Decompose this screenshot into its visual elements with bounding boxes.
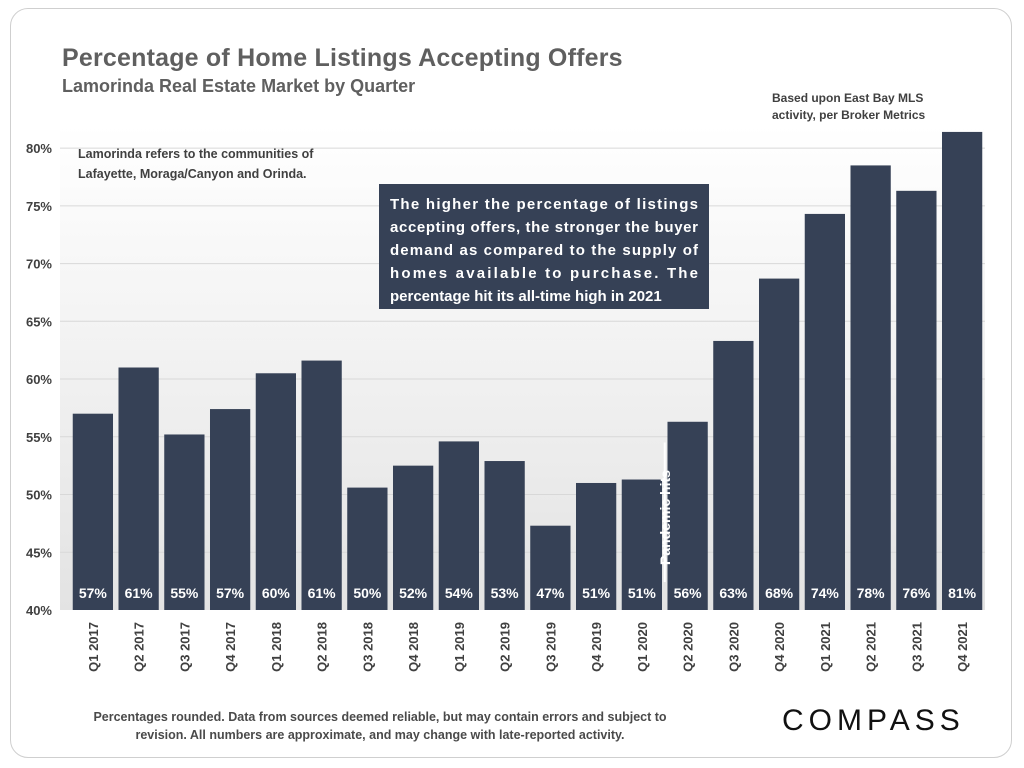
bar [301, 360, 342, 610]
x-axis: Q1 2017 Q2 2017 Q3 2017 Q4 2017 Q1 2018 Q2 20… [86, 622, 970, 672]
bar [438, 441, 480, 610]
callout-box: The higher the percentage of listings acc… [379, 184, 709, 309]
footnote-line: revision. All numbers are approximate, a… [135, 728, 625, 742]
x-tick-label: Q4 2021 [955, 622, 970, 672]
chart-title: Percentage of Home Listings Accepting Of… [62, 44, 623, 72]
bar [118, 367, 159, 610]
bar-value-label: 52% [399, 585, 428, 601]
source-note-line: activity, per Broker Metrics [772, 108, 926, 122]
source-note-line: Based upon East Bay MLS [772, 91, 924, 105]
bar [255, 373, 297, 610]
definition-line: Lamorinda refers to the communities of [78, 147, 314, 161]
bar-labels: 57% 61% 55% 57% 60% 61% 50% 52% 54% 53% 47% 51% 51% 5… [79, 585, 977, 601]
y-tick-label: 45% [26, 545, 52, 560]
bar-value-label: 51% [628, 585, 657, 601]
bar [621, 479, 663, 610]
bar-value-label: 57% [216, 585, 245, 601]
bar [667, 421, 708, 610]
bar [575, 482, 617, 610]
bar [347, 487, 388, 610]
x-tick-label: Q2 2018 [315, 622, 330, 672]
x-tick-label: Q3 2021 [909, 622, 924, 672]
callout-line: demand as compared to the supply of [390, 242, 699, 259]
bar-value-label: 74% [811, 585, 840, 601]
footnote-line: Percentages rounded. Data from sources d… [93, 710, 667, 724]
x-tick-label: Q1 2017 [86, 622, 101, 672]
x-tick-label: Q2 2020 [681, 622, 696, 672]
bar-value-label: 61% [308, 585, 337, 601]
y-tick-label: 40% [26, 603, 52, 618]
bar-value-label: 57% [79, 585, 108, 601]
callout-line: accepting offers, the stronger the buyer [390, 219, 698, 236]
bar-value-label: 53% [491, 585, 520, 601]
x-tick-label: Q1 2020 [635, 622, 650, 672]
x-tick-label: Q1 2021 [818, 622, 833, 672]
bar [530, 525, 571, 610]
y-tick-label: 55% [26, 430, 52, 445]
bar-value-label: 61% [125, 585, 154, 601]
bar [209, 409, 251, 610]
y-tick-label: 80% [26, 141, 52, 156]
bar-value-label: 81% [948, 585, 977, 601]
bar [484, 461, 525, 610]
x-tick-label: Q4 2017 [223, 622, 238, 672]
x-tick-label: Q2 2017 [132, 622, 147, 672]
callout-background [379, 184, 709, 309]
bar-value-label: 56% [674, 585, 703, 601]
pandemic-label: Pandemic hits [657, 470, 673, 565]
x-tick-label: Q3 2020 [726, 622, 741, 672]
bar-value-label: 68% [765, 585, 794, 601]
x-tick-label: Q3 2019 [543, 622, 558, 672]
bar [896, 190, 937, 611]
callout-line: percentage hit its all-time high in 2021 [390, 288, 662, 305]
bar-value-label: 55% [170, 585, 199, 601]
bar [164, 434, 205, 610]
x-tick-label: Q1 2019 [452, 622, 467, 672]
bar [392, 465, 434, 610]
bar-value-label: 76% [902, 585, 931, 601]
x-tick-label: Q3 2017 [177, 622, 192, 672]
bar [850, 165, 891, 610]
definition-note: Lamorinda refers to the communities of L… [78, 147, 314, 181]
bar-value-label: 63% [719, 585, 748, 601]
x-tick-label: Q4 2019 [589, 622, 604, 672]
x-tick-label: Q1 2018 [269, 622, 284, 672]
compass-logo: COMPASS [782, 704, 965, 737]
bar-value-label: 51% [582, 585, 611, 601]
bar [941, 131, 983, 610]
y-axis: 40% 45% 50% 55% 60% 65% 70% 75% 80% [26, 141, 52, 618]
bar [804, 213, 846, 610]
y-tick-label: 60% [26, 372, 52, 387]
x-tick-label: Q4 2020 [772, 622, 787, 672]
callout-line: The higher the percentage of listings [390, 196, 698, 213]
x-tick-label: Q3 2018 [360, 622, 375, 672]
bars [72, 131, 983, 611]
bar-value-label: 50% [353, 585, 382, 601]
y-tick-label: 50% [26, 488, 52, 503]
bar [72, 413, 114, 610]
bar-value-label: 60% [262, 585, 291, 601]
bar [713, 340, 754, 610]
x-tick-label: Q2 2019 [498, 622, 513, 672]
definition-line: Lafayette, Moraga/Canyon and Orinda. [78, 167, 307, 181]
footnote: Percentages rounded. Data from sources d… [60, 708, 700, 744]
bar-value-label: 54% [445, 585, 474, 601]
bar [758, 278, 800, 610]
y-tick-label: 65% [26, 314, 52, 329]
y-tick-label: 70% [26, 257, 52, 272]
bar-value-label: 78% [857, 585, 886, 601]
pandemic-marker: Pandemic hits [657, 442, 673, 582]
source-note: Based upon East Bay MLS activity, per Br… [772, 90, 972, 124]
x-tick-label: Q4 2018 [406, 622, 421, 672]
y-tick-label: 75% [26, 199, 52, 214]
bar-value-label: 47% [536, 585, 565, 601]
x-tick-label: Q2 2021 [864, 622, 879, 672]
chart-subtitle: Lamorinda Real Estate Market by Quarter [62, 76, 416, 96]
